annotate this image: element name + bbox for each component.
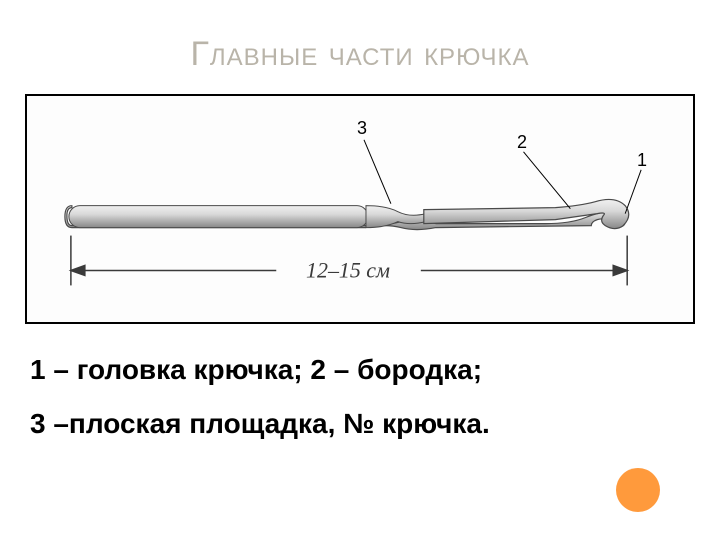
legend-line-2: 3 –плоская площадка, № крючка. [30,408,690,440]
dimension-text: 12–15 см [306,257,390,282]
callout-3: 3 [357,118,367,139]
legend: 1 – головка крючка; 2 – бородка; 3 –плос… [0,324,720,440]
callout-2: 2 [517,132,527,153]
crochet-hook-shape [65,199,629,229]
callout-1: 1 [637,150,647,171]
diagram-frame: 12–15 см 3 2 1 [25,94,695,324]
legend-line-1: 1 – головка крючка; 2 – бородка; [30,354,690,386]
page-title: Главные части крючка [0,0,720,94]
accent-dot [616,468,660,512]
